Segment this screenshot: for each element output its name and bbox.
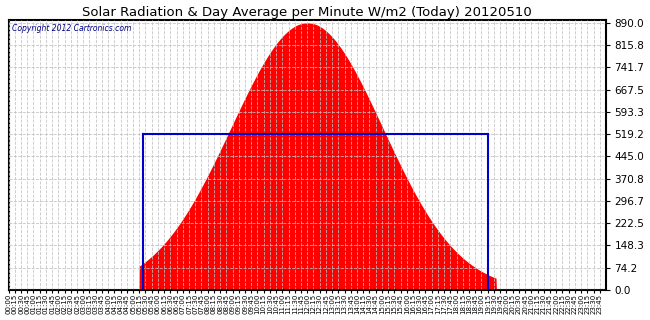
Title: Solar Radiation & Day Average per Minute W/m2 (Today) 20120510: Solar Radiation & Day Average per Minute… [82, 5, 532, 19]
Text: Copyright 2012 Cartronics.com: Copyright 2012 Cartronics.com [12, 24, 131, 33]
